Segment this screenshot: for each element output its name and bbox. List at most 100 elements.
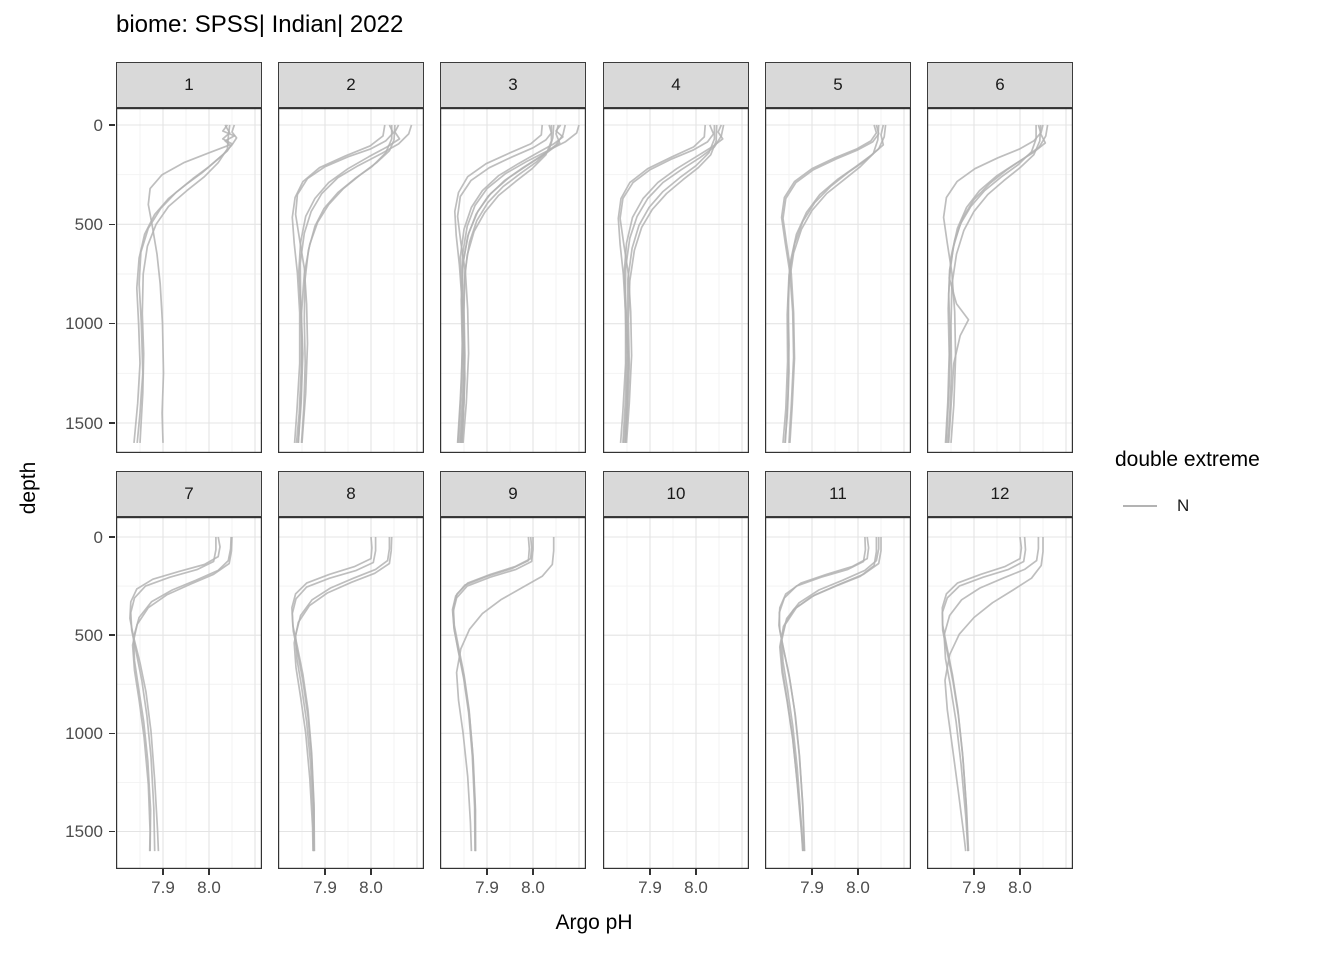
- profile-line: [139, 124, 231, 443]
- y-tick-label: 1500: [65, 413, 103, 433]
- facet-strip: 7: [116, 471, 262, 517]
- profile-line: [455, 537, 555, 852]
- profile-line: [293, 536, 393, 852]
- legend-entry-label: N: [1177, 496, 1190, 515]
- x-tick-label: 8.0: [359, 878, 383, 897]
- profile-line: [131, 536, 233, 852]
- facet-panel: [603, 108, 749, 453]
- profile-line: [784, 124, 885, 443]
- y-axis-title: depth: [17, 461, 40, 515]
- profile-line: [453, 124, 544, 443]
- facet-panel: [278, 108, 424, 453]
- profile-line: [291, 537, 377, 852]
- profile-line: [129, 536, 221, 852]
- x-tick-label: 7.9: [800, 878, 824, 897]
- facet-strip: 8: [278, 471, 424, 517]
- facet-strip: 2: [278, 62, 424, 108]
- profile-line: [136, 124, 238, 443]
- facet-strip: 11: [765, 471, 911, 517]
- facet-strip: 12: [927, 471, 1073, 517]
- profile-line: [942, 124, 1042, 443]
- facet-panel: [603, 517, 749, 869]
- x-tick-label: 8.0: [684, 878, 708, 897]
- profile-line: [295, 124, 396, 443]
- y-tick-mark: [109, 536, 115, 538]
- x-tick-mark: [695, 869, 697, 875]
- x-tick-label: 7.9: [151, 878, 175, 897]
- profile-line: [944, 124, 1049, 443]
- profile-line: [456, 124, 553, 443]
- x-tick-label: 8.0: [846, 878, 870, 897]
- profile-line: [624, 125, 716, 443]
- facet-strip: 4: [603, 62, 749, 108]
- y-tick-label: 500: [74, 214, 103, 234]
- facet-panel: [927, 517, 1073, 869]
- y-tick-mark: [109, 732, 115, 735]
- profile-line: [617, 124, 707, 443]
- profile-line: [459, 125, 553, 443]
- profile-line: [458, 124, 567, 443]
- profile-line: [457, 124, 561, 443]
- x-tick-label: 8.0: [197, 878, 221, 897]
- y-tick-mark: [109, 830, 115, 833]
- facet-panel: [765, 517, 911, 869]
- x-tick-mark: [811, 869, 813, 875]
- x-tick-mark: [973, 869, 975, 875]
- y-tick-label: 0: [93, 527, 103, 547]
- x-tick-mark: [857, 869, 859, 875]
- profile-line: [147, 124, 236, 443]
- x-tick-label: 8.0: [1008, 878, 1032, 897]
- x-tick-label: 7.9: [313, 878, 337, 897]
- profile-line: [782, 124, 880, 443]
- x-tick-mark: [649, 869, 651, 875]
- y-tick-mark: [109, 634, 115, 636]
- x-tick-mark: [324, 869, 326, 875]
- x-tick-mark: [1019, 869, 1021, 875]
- profile-line: [132, 536, 232, 852]
- y-tick-mark: [109, 422, 115, 424]
- x-tick-label: 7.9: [475, 878, 499, 897]
- facet-panel: [116, 517, 262, 869]
- legend-title: double extreme: [1115, 448, 1260, 471]
- facet-strip: 6: [927, 62, 1073, 108]
- profile-line: [619, 124, 715, 443]
- legend-key-line-icon: [1123, 504, 1157, 508]
- y-tick-label: 1000: [65, 314, 103, 334]
- y-tick-label: 1000: [65, 723, 103, 743]
- profile-line: [133, 124, 233, 443]
- page-title: biome: SPSS| Indian| 2022: [116, 11, 404, 38]
- facet-panel: [765, 108, 911, 453]
- profile-line: [944, 537, 1044, 852]
- y-tick-label: 1500: [65, 821, 103, 841]
- facet-strip: 5: [765, 62, 911, 108]
- profile-line: [943, 537, 1040, 852]
- profile-line: [300, 125, 393, 443]
- x-axis-title: Argo pH: [555, 911, 633, 934]
- x-tick-mark: [162, 869, 164, 875]
- x-tick-mark: [208, 869, 210, 875]
- x-tick-label: 8.0: [521, 878, 545, 897]
- y-tick-label: 0: [93, 115, 103, 135]
- x-tick-mark: [370, 869, 372, 875]
- legend-entry: N: [1115, 496, 1260, 516]
- x-tick-label: 7.9: [638, 878, 662, 897]
- profile-line: [782, 124, 887, 443]
- profile-line: [294, 537, 391, 852]
- profile-line: [459, 124, 564, 443]
- facet-panel: [440, 108, 586, 453]
- legend: double extreme N: [1115, 448, 1260, 516]
- profile-line: [129, 537, 217, 852]
- profile-line: [624, 124, 718, 443]
- profile-line: [945, 124, 1047, 443]
- facet-strip: 10: [603, 471, 749, 517]
- y-tick-label: 500: [74, 625, 103, 645]
- profile-line: [784, 124, 880, 443]
- profile-line: [947, 125, 1037, 443]
- x-tick-mark: [532, 869, 534, 875]
- facet-strip: 3: [440, 62, 586, 108]
- y-tick-mark: [109, 322, 115, 325]
- profile-line: [778, 536, 867, 852]
- profile-line: [779, 537, 882, 852]
- profile-line: [946, 124, 1042, 443]
